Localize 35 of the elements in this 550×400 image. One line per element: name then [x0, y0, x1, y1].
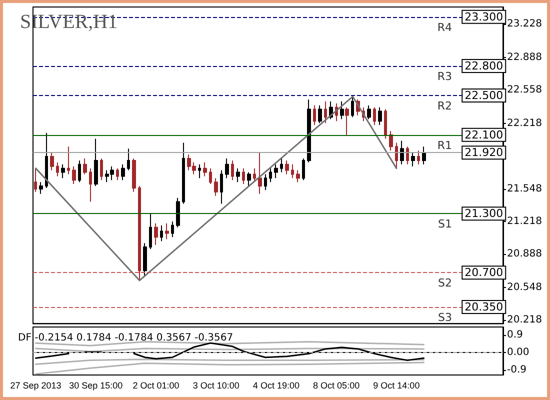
ref-line-label: R3: [437, 70, 452, 84]
y-tick-label: 21.218: [507, 216, 542, 228]
y-tick-label: 22.558: [507, 84, 542, 96]
y-tick-label: 22.218: [507, 118, 542, 129]
ref-line-label: S2: [438, 276, 452, 290]
ref-line-label: R4: [437, 20, 452, 34]
y-tick-label: 0.9: [507, 329, 523, 340]
text: DF -0.2154 0.1784 -0.1784 0.3567 -0.3567: [18, 332, 234, 344]
ref-line-label: S3: [438, 311, 452, 324]
x-tick-label: 2 Oct 01:00: [132, 380, 180, 390]
ref-line-label: R2: [437, 100, 452, 113]
annotation: 23.300: [464, 10, 504, 24]
annotation: 21.920: [464, 146, 504, 160]
x-tick-label: 30 Sep 15:00: [69, 380, 123, 390]
y-tick-label: 20.888: [507, 248, 542, 260]
y-tick-label: 20.548: [507, 282, 542, 294]
y-tick-label: 22.888: [507, 52, 542, 63]
annotation: 21.300: [464, 207, 504, 220]
x-tick-label: 27 Sep 2013: [10, 380, 62, 390]
y-tick-label: 20.218: [507, 314, 542, 326]
y-tick-label: 0.00: [507, 346, 530, 358]
annotation: 22.100: [464, 128, 504, 142]
x-tick-label: 9 Oct 14:00: [373, 380, 420, 390]
x-tick-label: 4 Oct 19:00: [252, 380, 300, 390]
annotation: 20.350: [464, 300, 504, 314]
x-tick-label: 3 Oct 10:00: [192, 380, 240, 390]
annotation: 22.800: [464, 60, 504, 73]
ref-line-label: S1: [438, 218, 452, 231]
ref-line-label: R1: [437, 138, 452, 152]
y-tick-label: 21.548: [507, 184, 542, 195]
x-tick-label: 8 Oct 05:00: [313, 380, 360, 390]
annotation: 20.700: [464, 266, 504, 280]
annotation: 22.500: [464, 89, 504, 102]
y-tick-label: -0.9: [507, 364, 527, 376]
y-tick-label: 23.228: [507, 18, 542, 30]
